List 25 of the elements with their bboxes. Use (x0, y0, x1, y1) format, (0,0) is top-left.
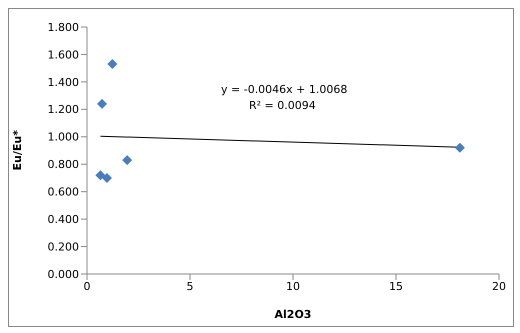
x-tick-label: 20 (492, 280, 506, 293)
y-axis-title: Eu/Eu* (10, 130, 24, 170)
point (97, 98, 108, 109)
point (107, 59, 118, 70)
y-tick-label: 0.800 (48, 158, 79, 172)
y-tick-label: 1.400 (48, 76, 79, 89)
point (454, 142, 465, 153)
y-tick-label: 1.800 (48, 20, 79, 34)
y-tick-label: 1.600 (48, 48, 79, 62)
x-tick-label: 5 (186, 280, 194, 293)
x-tick-label: 0 (84, 280, 90, 293)
y-tick-label: 1.200 (48, 103, 79, 116)
x-tick-label: 10 (286, 280, 300, 293)
point (95, 170, 106, 180)
x-tick-label: 15 (389, 280, 403, 293)
annotation: R² = 0.0094 (249, 99, 316, 112)
x-axis-title: Al2O3 (274, 308, 312, 321)
point (122, 155, 132, 166)
annotation: y = -0.0046x + 1.0068 (221, 83, 348, 96)
y-tick-label: 0.400 (48, 213, 79, 226)
point (102, 172, 112, 183)
y-tick-label: 0.200 (48, 240, 79, 254)
y-tick-label: 0.000 (48, 268, 79, 281)
y-tick-label: 1.000 (48, 130, 79, 144)
y-tick-label: 0.600 (48, 186, 79, 199)
